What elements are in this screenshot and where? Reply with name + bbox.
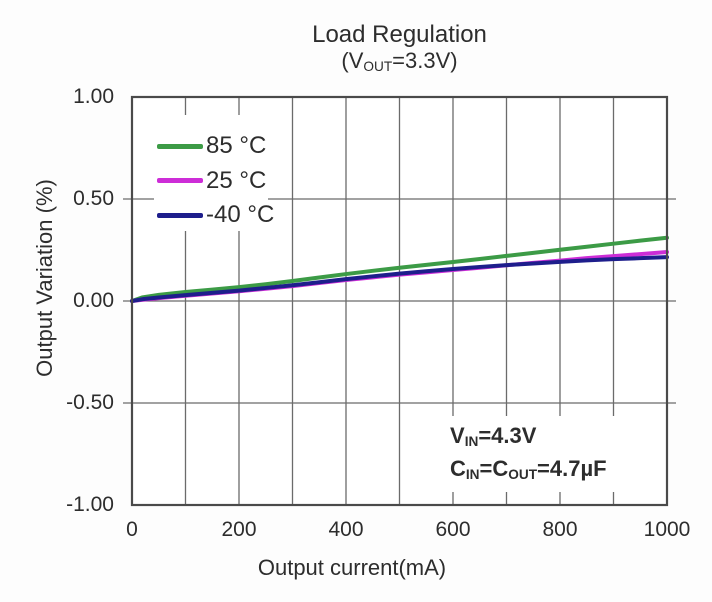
series-line-85c bbox=[130, 235, 669, 303]
x-tick-label: 1000 bbox=[643, 518, 691, 541]
legend-item: 85 °C bbox=[157, 132, 266, 160]
legend-label: 25 °C bbox=[206, 166, 267, 194]
y-tick-label: 0.50 bbox=[73, 187, 114, 210]
annotation-background bbox=[444, 416, 660, 492]
annotation-line: CIN=COUT=4.7µF bbox=[450, 456, 607, 482]
x-tick-label: 800 bbox=[542, 518, 578, 541]
legend-item: 25 °C bbox=[157, 167, 266, 195]
legend-label: -40 °C bbox=[206, 201, 275, 228]
x-tick-label: 0 bbox=[126, 518, 138, 541]
plot-frame bbox=[130, 95, 669, 507]
legend-background bbox=[154, 115, 268, 231]
conditions-annotation: VIN=4.3V CIN=COUT=4.7µF bbox=[450, 421, 607, 487]
y-tick-label: 1.00 bbox=[73, 85, 114, 108]
y-tick-label: -0.50 bbox=[66, 391, 114, 414]
legend-swatch bbox=[157, 143, 203, 149]
chart-subtitle: (VOUT=3.3V) bbox=[341, 48, 458, 74]
series-line--40c bbox=[130, 255, 669, 303]
legend-swatch bbox=[157, 178, 203, 183]
y-tick-label: 0.00 bbox=[73, 289, 114, 312]
annotation-line: VIN=4.3V bbox=[450, 423, 537, 449]
legend-swatch bbox=[157, 212, 203, 218]
legend-label: 85 °C bbox=[206, 132, 267, 159]
x-tick-label: 200 bbox=[221, 518, 257, 541]
x-tick-label: 400 bbox=[328, 518, 364, 541]
y-tick-label: -1.00 bbox=[66, 493, 114, 516]
x-tick-label: 600 bbox=[435, 518, 471, 541]
legend-item: -40 °C bbox=[157, 201, 274, 229]
x-axis-label: Output current(mA) bbox=[257, 555, 447, 580]
chart-title: Load Regulation bbox=[312, 21, 487, 48]
